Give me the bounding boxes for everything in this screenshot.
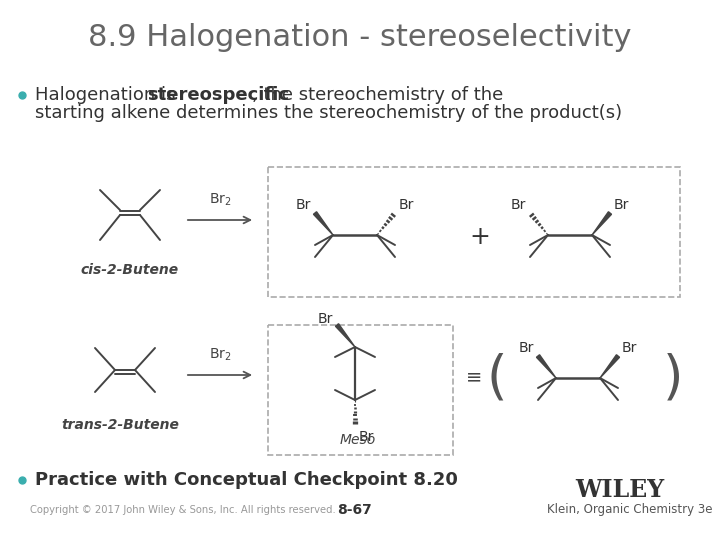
Text: WILEY: WILEY — [575, 478, 665, 502]
Text: +: + — [469, 225, 490, 249]
Text: Klein, Organic Chemistry 3e: Klein, Organic Chemistry 3e — [547, 503, 713, 516]
Polygon shape — [536, 355, 556, 378]
Text: 8.9 Halogenation - stereoselectivity: 8.9 Halogenation - stereoselectivity — [89, 24, 631, 52]
Polygon shape — [336, 324, 355, 347]
Text: Br: Br — [359, 430, 374, 444]
Text: starting alkene determines the stereochemistry of the product(s): starting alkene determines the stereoche… — [35, 104, 622, 122]
Polygon shape — [313, 212, 333, 235]
Text: Halogenation is: Halogenation is — [35, 86, 181, 104]
Polygon shape — [592, 212, 611, 235]
Text: stereospecific: stereospecific — [147, 86, 289, 104]
Text: cis-2-Butene: cis-2-Butene — [81, 263, 179, 277]
Text: Br: Br — [510, 198, 526, 212]
Text: Br: Br — [622, 341, 637, 355]
Text: Meso: Meso — [340, 433, 377, 447]
Text: Practice with Conceptual Checkpoint 8.20: Practice with Conceptual Checkpoint 8.20 — [35, 471, 458, 489]
Text: Br: Br — [399, 198, 415, 212]
Polygon shape — [600, 355, 619, 378]
Text: Br$_2$: Br$_2$ — [209, 192, 231, 208]
Text: ): ) — [662, 352, 683, 404]
Text: $\equiv$: $\equiv$ — [462, 368, 482, 387]
Text: , the stereochemistry of the: , the stereochemistry of the — [252, 86, 503, 104]
Text: 8-67: 8-67 — [338, 503, 372, 517]
Bar — [268, 325, 453, 455]
Text: Br: Br — [318, 312, 333, 326]
Text: Copyright © 2017 John Wiley & Sons, Inc. All rights reserved.: Copyright © 2017 John Wiley & Sons, Inc.… — [30, 505, 336, 515]
Bar — [268, 167, 680, 297]
Text: Br: Br — [614, 198, 629, 212]
Text: Br: Br — [296, 198, 311, 212]
Text: Br$_2$: Br$_2$ — [209, 347, 231, 363]
Text: trans-2-Butene: trans-2-Butene — [61, 418, 179, 432]
Text: Br: Br — [518, 341, 534, 355]
Text: (: ( — [487, 352, 508, 404]
